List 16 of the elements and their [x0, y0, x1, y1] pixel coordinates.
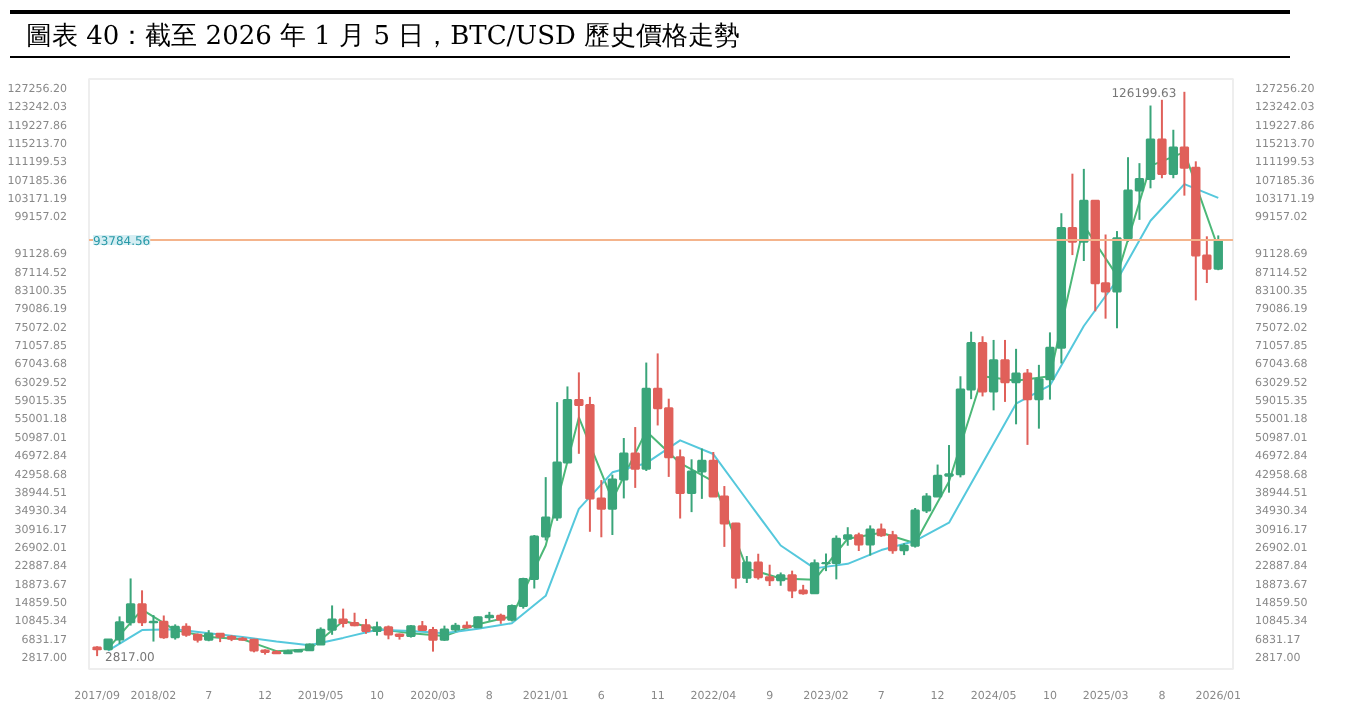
candlestick — [137, 589, 147, 628]
candlestick — [988, 338, 999, 412]
candlestick — [1011, 347, 1021, 426]
candlestick — [1022, 367, 1033, 446]
candlestick — [1079, 167, 1089, 263]
chart-title: 圖表 40：截至 2026 年 1 月 5 日，BTC/USD 歷史價格走勢 — [26, 20, 741, 56]
candlestick — [148, 614, 159, 643]
candlestick — [1213, 234, 1223, 272]
candlestick — [159, 614, 169, 640]
candlestick — [1000, 338, 1010, 403]
candlestick — [854, 531, 864, 552]
candlestick — [865, 524, 875, 557]
candlestick — [1157, 98, 1167, 180]
candlestick — [1168, 128, 1179, 180]
candlestick — [630, 426, 640, 489]
candlestick — [742, 555, 752, 585]
